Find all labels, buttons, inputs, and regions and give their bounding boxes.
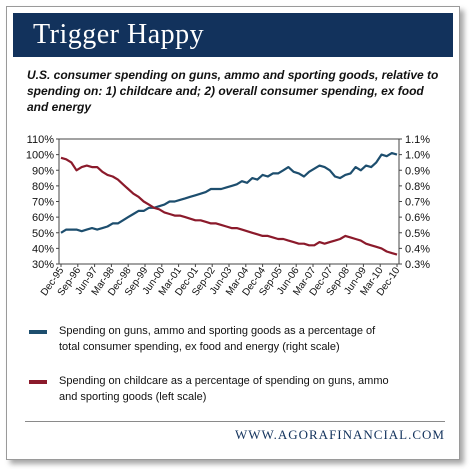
series-line-childcare [60,156,398,256]
series-line-guns [60,152,398,234]
right-tick-label: 0.8% [405,181,430,193]
right-tick-label: 0.4% [405,243,430,255]
footer-divider [25,421,445,422]
title-banner: Trigger Happy [13,13,453,57]
left-tick-label: 50% [32,228,54,240]
plot-frame [58,138,400,265]
right-tick-label: 1.1% [405,134,430,146]
legend-label-childcare: Spending on childcare as a percentage of… [59,375,389,403]
left-tick-label: 70% [32,197,54,209]
right-tick-label: 0.5% [405,228,430,240]
left-tick-label: 80% [32,181,54,193]
left-tick-label: 40% [32,243,54,255]
chart-card: Trigger Happy U.S. consumer spending on … [6,6,460,460]
right-tick-label: 0.3% [405,259,430,271]
legend-swatch-childcare [29,380,47,384]
right-tick-label: 1.0% [405,150,430,162]
chart-title: Trigger Happy [33,19,205,50]
left-tick-label: 100% [26,150,54,162]
left-tick-label: 30% [32,259,54,271]
right-tick-label: 0.6% [405,212,430,224]
legend-swatch-guns [29,330,47,334]
left-tick-label: 60% [32,212,54,224]
right-tick-label: 0.7% [405,197,430,209]
left-tick-label: 90% [32,165,54,177]
line-chart: 110% 100% 90% 80% 70% 60% 50% 40% 30% 1.1% 1.0% 0.9… [26,134,430,298]
chart-subtitle: U.S. consumer spending on guns, ammo and… [27,68,439,114]
legend-label-guns: Spending on guns, ammo and sporting good… [59,325,376,353]
right-tick-label: 0.9% [405,165,430,177]
left-tick-label: 110% [27,134,55,146]
source-url: WWW.AGORAFINANCIAL.COM [234,427,445,442]
